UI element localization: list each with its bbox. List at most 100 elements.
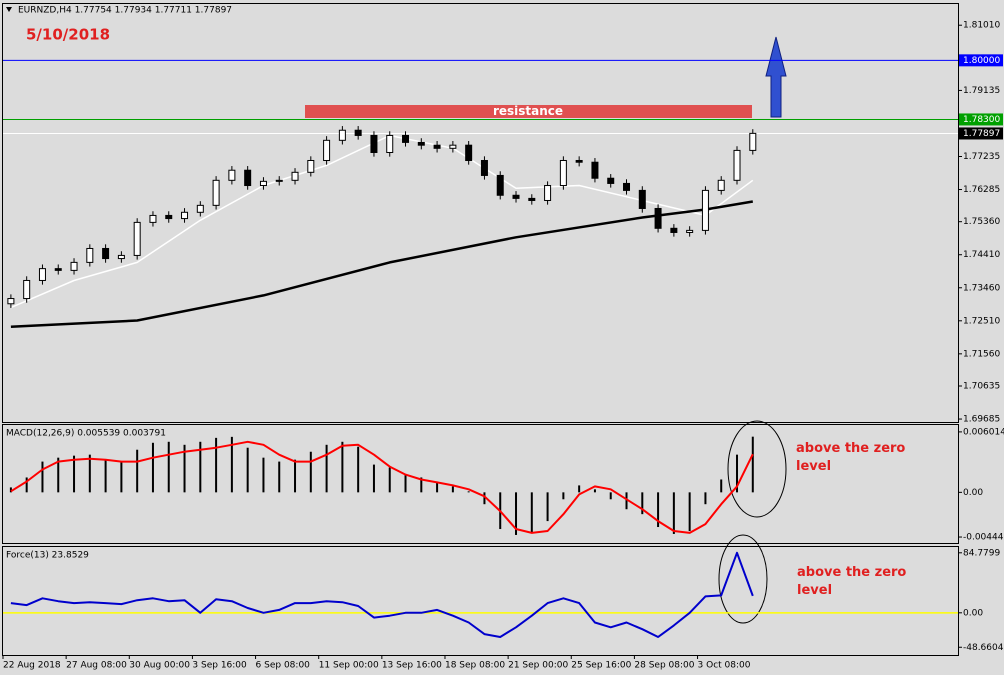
y-tick-label: 1.74410 — [963, 250, 1000, 260]
candle-body — [212, 179, 220, 206]
candle-body — [386, 134, 394, 153]
histogram-bar — [372, 464, 375, 493]
histogram-bar — [562, 492, 565, 500]
histogram-bar — [167, 441, 170, 493]
histogram-bar — [578, 485, 581, 493]
macd-title: MACD(12,26,9) 0.005539 0.003791 — [6, 429, 166, 439]
candle-body — [338, 129, 346, 141]
macd-panel — [2, 424, 959, 544]
force-highlight — [718, 534, 768, 624]
price-panel — [2, 3, 959, 423]
histogram-bar — [57, 457, 60, 493]
candle-body — [86, 247, 94, 263]
price-level-box — [959, 54, 1003, 67]
histogram-bar — [483, 492, 486, 505]
candle-body — [733, 149, 741, 181]
candle-body — [70, 261, 78, 271]
histogram-bar — [641, 492, 644, 515]
candle-body — [54, 268, 62, 271]
y-tick-label: 1.77235 — [963, 152, 1000, 162]
candle-body — [291, 171, 299, 181]
candle-body — [165, 214, 173, 220]
candle-body — [7, 298, 15, 305]
chart-title: EURNZD,H4 1.77754 1.77934 1.77711 1.7789… — [18, 6, 232, 16]
histogram-bar — [120, 461, 123, 493]
y-tick-label: 1.81010 — [963, 21, 1000, 31]
y-tick-label: 0.006014 — [963, 427, 1004, 437]
histogram-bar — [104, 459, 107, 493]
histogram-bar — [751, 436, 754, 493]
histogram-bar — [341, 441, 344, 493]
resistance-label: resistance — [493, 104, 563, 118]
histogram-bar — [736, 454, 739, 493]
candle-body — [275, 179, 283, 182]
x-tick-label: 11 Sep 00:00 — [319, 661, 379, 671]
y-tick-label: 1.71560 — [963, 349, 1000, 359]
x-tick-label: 6 Sep 08:00 — [256, 661, 311, 671]
candle-body — [654, 207, 662, 229]
candle-body — [370, 134, 378, 153]
x-tick-label: 30 Aug 00:00 — [129, 661, 190, 671]
histogram-bar — [88, 454, 91, 493]
candle-body — [528, 197, 536, 201]
candle-body — [670, 227, 678, 233]
y-tick-label: -0.004446 — [963, 533, 1004, 543]
candle-body — [480, 159, 488, 176]
candle-body — [544, 185, 552, 201]
y-tick-label: 0.00 — [963, 488, 983, 498]
x-tick-label: 21 Sep 00:00 — [508, 661, 568, 671]
histogram-bar — [451, 486, 454, 493]
x-tick-label: 25 Sep 16:00 — [571, 661, 631, 671]
histogram-bar — [215, 437, 218, 493]
histogram-bar — [151, 442, 154, 493]
y-tick-label: -48.6604 — [963, 643, 1004, 653]
candle-body — [623, 182, 631, 191]
x-tick-label: 28 Sep 08:00 — [634, 661, 694, 671]
histogram-bar — [404, 474, 407, 493]
y-tick-label: 0.00 — [963, 608, 983, 618]
candle-body — [749, 132, 757, 151]
y-tick-label: 1.75360 — [963, 217, 1000, 227]
x-tick-label: 27 Aug 08:00 — [66, 661, 127, 671]
histogram-bar — [183, 444, 186, 493]
histogram-bar — [246, 447, 249, 493]
histogram-bar — [530, 492, 533, 533]
price-level-label: 1.80000 — [963, 56, 1000, 66]
histogram-bar — [41, 461, 44, 493]
histogram-bar — [199, 441, 202, 493]
histogram-bar — [720, 479, 723, 493]
histogram-bar — [230, 436, 233, 493]
histogram-bar — [704, 492, 707, 505]
candle-body — [559, 159, 567, 187]
histogram-bar — [262, 457, 265, 493]
candle-body — [449, 144, 457, 149]
force-line — [10, 551, 754, 638]
histogram-bar — [25, 477, 28, 493]
histogram-bar — [136, 449, 139, 493]
histogram-bar — [309, 451, 312, 493]
macd-note: above the zero level — [796, 441, 906, 474]
y-tick-label: 1.70635 — [963, 382, 1000, 392]
resistance-zone — [305, 105, 752, 118]
histogram-bar — [294, 459, 297, 493]
candle-body — [244, 169, 252, 187]
histogram-bar — [625, 492, 628, 510]
histogram-bar — [657, 492, 660, 528]
histogram-bar — [515, 492, 518, 535]
y-tick-label: 1.69685 — [963, 415, 1000, 425]
x-tick-label: 13 Sep 16:00 — [382, 661, 442, 671]
candle-body — [228, 169, 236, 181]
histogram-bar — [467, 491, 470, 493]
candle-body — [102, 247, 110, 260]
price-level-box — [959, 127, 1003, 140]
candle-body — [117, 254, 125, 260]
histogram-bar — [325, 444, 328, 493]
x-tick-label: 18 Sep 08:00 — [445, 661, 505, 671]
candle-body — [323, 139, 331, 161]
force-note: above the zero level — [797, 565, 907, 598]
candle-body — [433, 144, 441, 149]
price-level-label: 1.78300 — [963, 115, 1000, 125]
candle-body — [717, 179, 725, 191]
candle-body — [575, 159, 583, 163]
